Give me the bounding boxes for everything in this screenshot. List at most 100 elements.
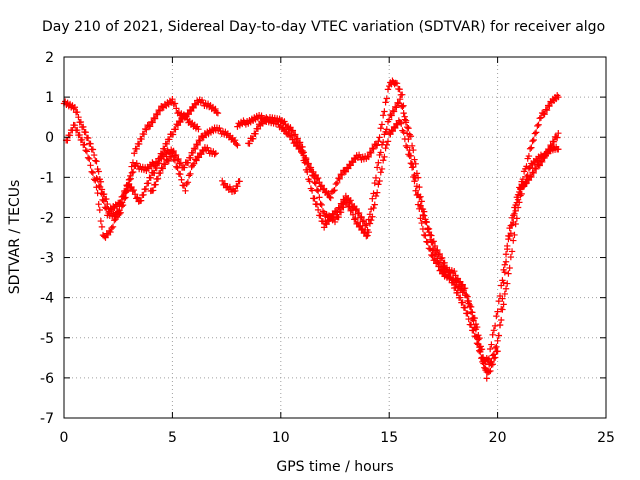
data-point	[464, 293, 471, 300]
data-point	[198, 151, 205, 158]
data-point	[461, 304, 469, 311]
y-tick-label: -5	[40, 331, 54, 347]
data-point	[326, 193, 333, 201]
data-point	[502, 258, 510, 265]
data-point	[382, 99, 389, 106]
data-point	[119, 201, 127, 209]
data-point	[371, 179, 378, 187]
data-point	[95, 168, 102, 175]
data-point	[187, 170, 194, 178]
data-point	[436, 259, 443, 266]
data-point	[99, 196, 106, 203]
data-point	[414, 174, 422, 181]
data-point	[496, 292, 504, 300]
data-point	[314, 187, 322, 195]
data-point	[281, 118, 288, 125]
data-point	[345, 165, 352, 172]
data-point	[254, 125, 262, 133]
data-point	[133, 145, 140, 153]
data-point	[154, 175, 162, 182]
data-point	[523, 180, 530, 187]
data-point	[82, 129, 89, 136]
data-point	[149, 187, 157, 194]
data-point	[430, 246, 437, 254]
data-point	[84, 154, 92, 161]
data-point	[184, 159, 192, 167]
data-point	[147, 174, 154, 182]
data-point	[381, 108, 388, 115]
data-point	[330, 211, 337, 218]
data-point	[95, 200, 102, 208]
data-point	[505, 232, 512, 240]
data-point	[354, 219, 362, 226]
data-point	[461, 285, 469, 292]
data-point	[510, 212, 517, 219]
grid-layer	[64, 57, 606, 418]
data-point	[224, 183, 231, 190]
data-point	[154, 111, 161, 118]
data-point	[236, 178, 243, 185]
data-point	[187, 154, 194, 162]
y-tick-label: -1	[40, 170, 54, 186]
data-point	[526, 145, 534, 152]
data-point	[212, 150, 219, 157]
data-point	[538, 158, 546, 166]
data-point	[501, 269, 509, 276]
data-point	[104, 200, 111, 208]
y-tick-label: 1	[45, 90, 54, 106]
data-point	[138, 135, 145, 143]
data-point	[401, 116, 409, 123]
data-point	[517, 185, 524, 192]
data-point	[195, 154, 203, 161]
data-point	[379, 157, 387, 164]
data-point	[489, 331, 496, 338]
data-point	[335, 213, 342, 221]
data-point	[353, 205, 360, 213]
x-axis-label: GPS time / hours	[276, 459, 393, 475]
data-point	[383, 126, 390, 133]
data-point	[183, 113, 190, 121]
series-track-3	[93, 124, 241, 221]
data-point	[98, 223, 106, 231]
data-point	[94, 165, 101, 173]
series-track-8	[299, 95, 562, 382]
data-point	[92, 157, 99, 164]
data-point	[130, 186, 138, 194]
data-point	[494, 337, 501, 345]
data-point	[382, 144, 389, 152]
data-point	[494, 308, 501, 315]
data-point	[367, 149, 375, 157]
data-point	[308, 187, 316, 194]
data-point	[234, 142, 241, 149]
data-point	[171, 157, 179, 164]
data-point	[370, 145, 377, 153]
data-point	[316, 194, 323, 201]
data-point	[166, 136, 173, 143]
data-point	[98, 190, 105, 197]
data-point	[459, 299, 466, 306]
data-point	[96, 206, 103, 214]
data-point	[192, 145, 199, 153]
data-point	[351, 203, 358, 210]
data-point	[472, 326, 480, 333]
data-point	[507, 253, 515, 261]
data-point	[77, 118, 85, 126]
data-point	[387, 131, 394, 138]
data-point	[473, 340, 481, 347]
data-point	[496, 321, 504, 329]
data-point	[414, 201, 422, 208]
data-point	[145, 179, 152, 187]
data-point	[159, 165, 166, 172]
data-point	[413, 183, 421, 190]
data-point	[411, 156, 418, 163]
data-point	[457, 294, 464, 301]
data-point	[388, 112, 395, 119]
data-point	[405, 125, 412, 132]
data-point	[514, 191, 522, 198]
data-point	[314, 206, 322, 214]
data-point	[543, 150, 551, 158]
data-point	[404, 144, 411, 151]
data-point	[296, 139, 304, 146]
data-point	[143, 126, 150, 133]
